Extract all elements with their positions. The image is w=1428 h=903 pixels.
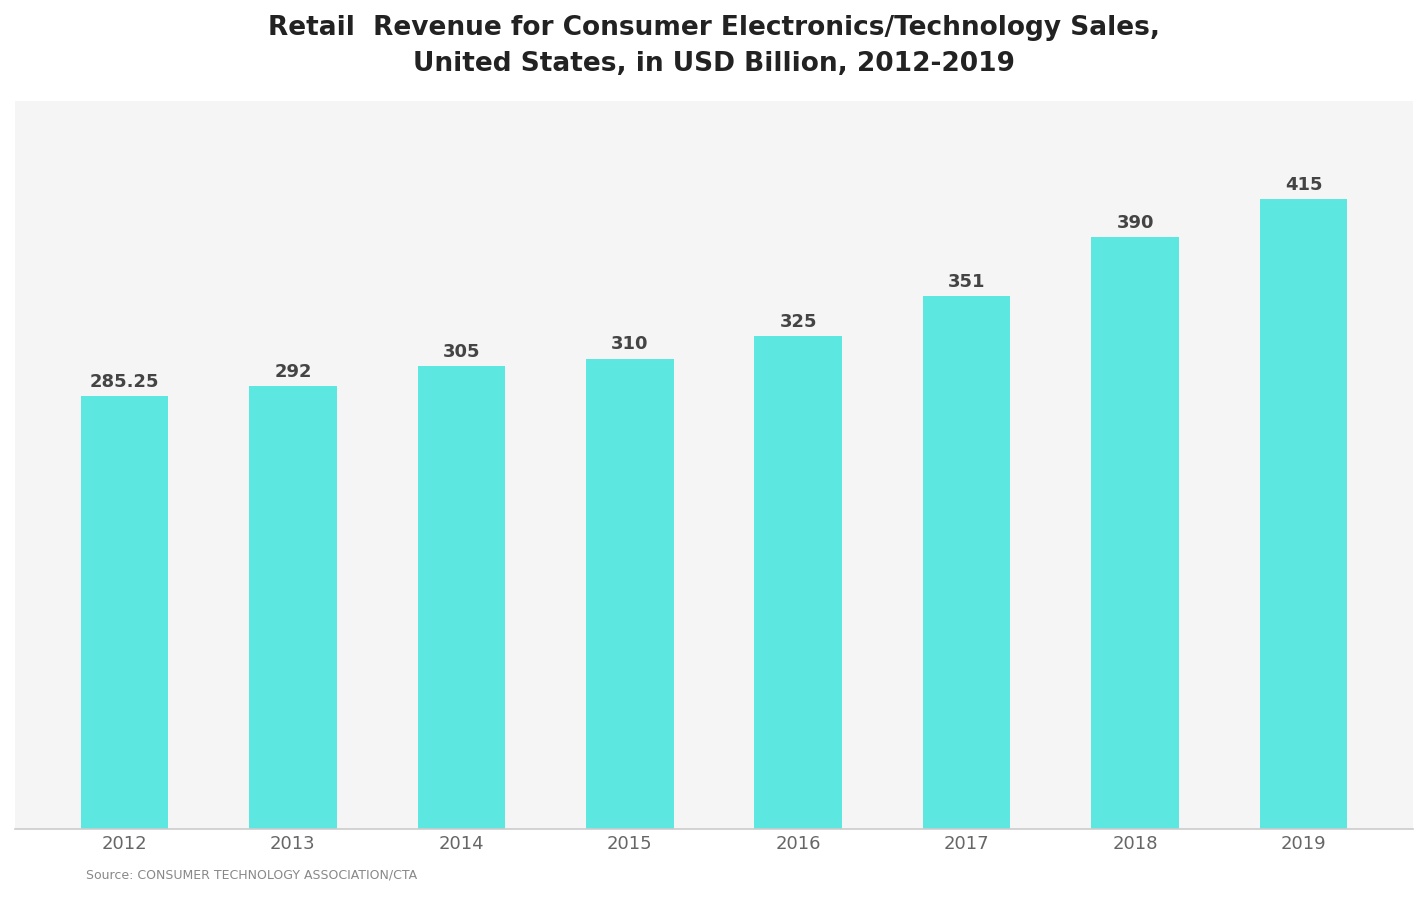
Bar [754,337,843,829]
Text: 285.25: 285.25 [90,373,160,391]
Text: 310: 310 [611,335,648,353]
Text: Source: CONSUMER TECHNOLOGY ASSOCIATION/CTA: Source: CONSUMER TECHNOLOGY ASSOCIATION/… [86,868,417,880]
Text: 292: 292 [274,362,311,380]
Bar [417,367,506,829]
Bar [1091,237,1180,829]
Text: 305: 305 [443,342,480,360]
Bar [1259,200,1347,829]
Text: 390: 390 [1117,214,1154,232]
Bar [81,396,169,829]
Title: Retail  Revenue for Consumer Electronics/Technology Sales,
United States, in USD: Retail Revenue for Consumer Electronics/… [268,15,1160,77]
Bar [922,297,1011,829]
Bar [248,386,337,829]
Text: 415: 415 [1285,176,1322,194]
Text: 325: 325 [780,312,817,330]
Text: 351: 351 [948,273,985,291]
Bar [585,359,674,829]
